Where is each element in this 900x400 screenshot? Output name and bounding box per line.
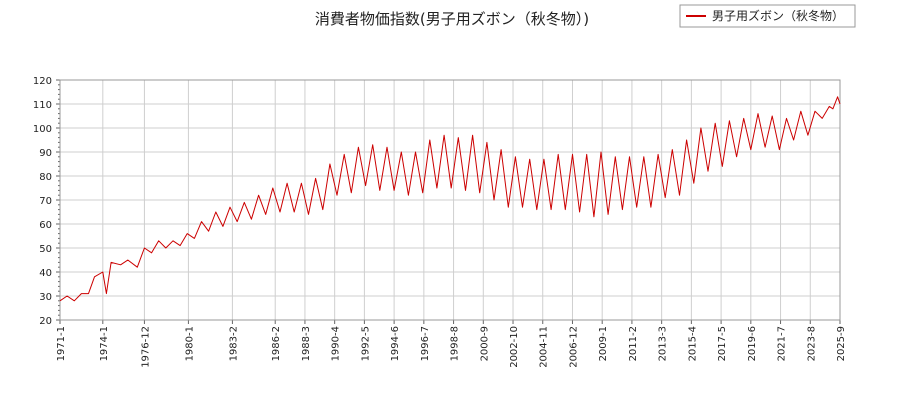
x-axis-ticks: 1971-1 1974-1 1976-12 1980-1 1983-2 1986-2 198… (56, 320, 847, 368)
x-tick-label: 1988-3 (301, 326, 312, 361)
grid (59, 79, 841, 321)
legend: 男子用ズボン（秋冬物） (679, 4, 856, 28)
plot-area (59, 79, 841, 321)
x-tick-label: 1996-7 (420, 326, 431, 361)
y-tick-label: 100 (33, 124, 52, 135)
y-tick-label: 60 (39, 220, 52, 231)
y-tick-label: 30 (39, 292, 52, 303)
x-tick-label: 2015-4 (687, 326, 698, 361)
x-tick-label: 2025-9 (836, 326, 847, 361)
x-tick-label: 2021-7 (777, 326, 788, 361)
series-line (59, 96, 841, 302)
x-tick-label: 2002-10 (509, 326, 520, 368)
x-tick-label: 2006-12 (568, 326, 579, 368)
y-axis-ticks: 20 30 40 50 60 70 80 90 100 110 120 (33, 76, 60, 327)
x-tick-label: 1992-5 (360, 326, 371, 361)
legend-box (679, 4, 856, 28)
x-tick-label: 1980-1 (184, 326, 195, 361)
x-tick-label: 1994-6 (390, 326, 401, 361)
x-tick-label: 1976-12 (140, 326, 151, 368)
x-tick-label: 2019-6 (747, 326, 758, 361)
legend-label: 男子用ズボン（秋冬物） (712, 8, 844, 23)
x-tick-label: 1974-1 (99, 326, 110, 361)
y-tick-label: 50 (39, 244, 52, 255)
x-tick-label: 2013-3 (658, 326, 669, 361)
y-tick-label: 70 (39, 196, 52, 207)
x-tick-label: 1983-2 (228, 326, 239, 361)
y-tick-label: 90 (39, 148, 52, 159)
x-tick-label: 1998-8 (450, 326, 461, 361)
x-tick-label: 2009-1 (598, 326, 609, 361)
x-tick-label: 2000-9 (479, 326, 490, 361)
chart-title: 消費者物価指数(男子用ズボン（秋冬物）) (315, 10, 589, 28)
x-tick-label: 1990-4 (331, 326, 342, 361)
y-tick-label: 40 (39, 268, 52, 279)
x-tick-label: 1986-2 (271, 326, 282, 361)
y-tick-label: 80 (39, 172, 52, 183)
x-tick-label: 1971-1 (56, 326, 67, 361)
y-tick-label: 110 (33, 100, 52, 111)
x-tick-label: 2023-8 (806, 326, 817, 361)
x-tick-label: 2004-11 (539, 326, 550, 368)
y-tick-label: 20 (39, 316, 52, 327)
x-tick-label: 2017-5 (717, 326, 728, 361)
x-tick-label: 2011-2 (628, 326, 639, 361)
y-tick-label: 120 (33, 76, 52, 87)
